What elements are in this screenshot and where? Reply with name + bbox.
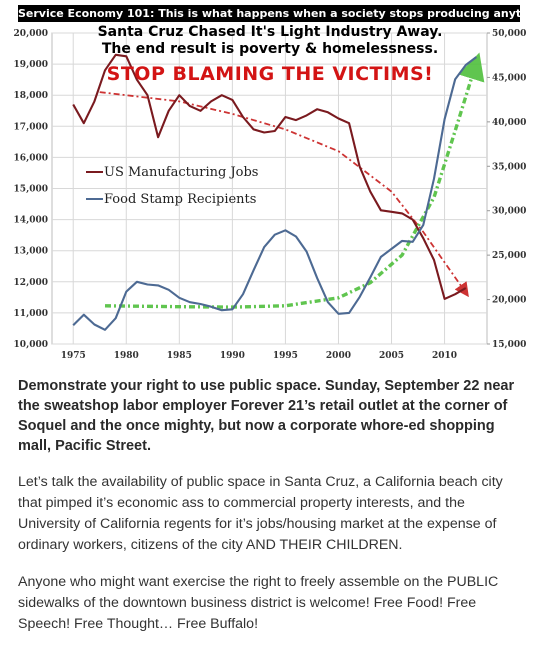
y-tick-right: 20,000: [492, 296, 526, 306]
headline-line-2: The end result is poverty & homelessness…: [101, 41, 439, 57]
legend-label: US Manufacturing Jobs: [104, 165, 258, 180]
y-tick-left: 14,000: [14, 216, 48, 226]
chart-banner: Service Economy 101: This is what happen…: [18, 5, 520, 22]
manufacturing-jobs-line: [72, 53, 467, 300]
article-paragraph: Let’s talk the availability of public sp…: [18, 474, 503, 553]
x-tick: 1990: [220, 351, 245, 361]
x-tick: 1985: [167, 351, 192, 361]
food-stamp-line: [72, 56, 478, 331]
x-tick: 2010: [432, 351, 457, 361]
y-tick-right: 35,000: [492, 162, 526, 172]
chart-figure: 10,000 11,000 12,000 13,000 14,000 15,000 16,0…: [14, 5, 527, 361]
x-tick: 1975: [61, 351, 86, 361]
y-tick-right: 25,000: [492, 251, 526, 261]
y-tick-left: 10,000: [14, 340, 48, 350]
x-tick: 2005: [379, 351, 404, 361]
y-tick-left: 17,000: [14, 122, 48, 132]
article-body: Demonstrate your right to use public spa…: [18, 376, 523, 651]
headline-line-1: Santa Cruz Chased It's Light Industry Aw…: [97, 24, 443, 40]
article-paragraph: Anyone who might want exercise the right…: [18, 574, 499, 632]
lead-paragraph: Demonstrate your right to use public spa…: [18, 378, 515, 454]
y-tick-left: 12,000: [14, 278, 48, 288]
y-tick-right: 15,000: [492, 340, 526, 350]
y-tick-right: 50,000: [492, 29, 526, 39]
x-tick: 1995: [273, 351, 298, 361]
y-tick-left: 19,000: [14, 60, 48, 70]
stop-blaming-heading: STOP BLAMING THE VICTIMS!: [106, 63, 434, 85]
y-tick-right: 45,000: [492, 73, 526, 83]
x-tick: 2000: [326, 351, 351, 361]
y-tick-left: 11,000: [14, 309, 48, 319]
y-tick-left: 15,000: [14, 185, 48, 195]
y-tick-left: 13,000: [14, 247, 48, 257]
y-tick-right: 30,000: [492, 207, 526, 217]
food-stamp-trend: [104, 52, 485, 309]
chart-svg: 10,000 11,000 12,000 13,000 14,000 15,000 16,0…: [14, 29, 527, 361]
legend-label: Food Stamp Recipients: [104, 192, 256, 207]
y-tick-left: 18,000: [14, 91, 48, 101]
y-tick-left: 20,000: [14, 29, 48, 39]
y-tick-right: 40,000: [492, 118, 526, 128]
y-tick-left: 16,000: [14, 153, 48, 163]
x-tick: 1980: [114, 351, 139, 361]
